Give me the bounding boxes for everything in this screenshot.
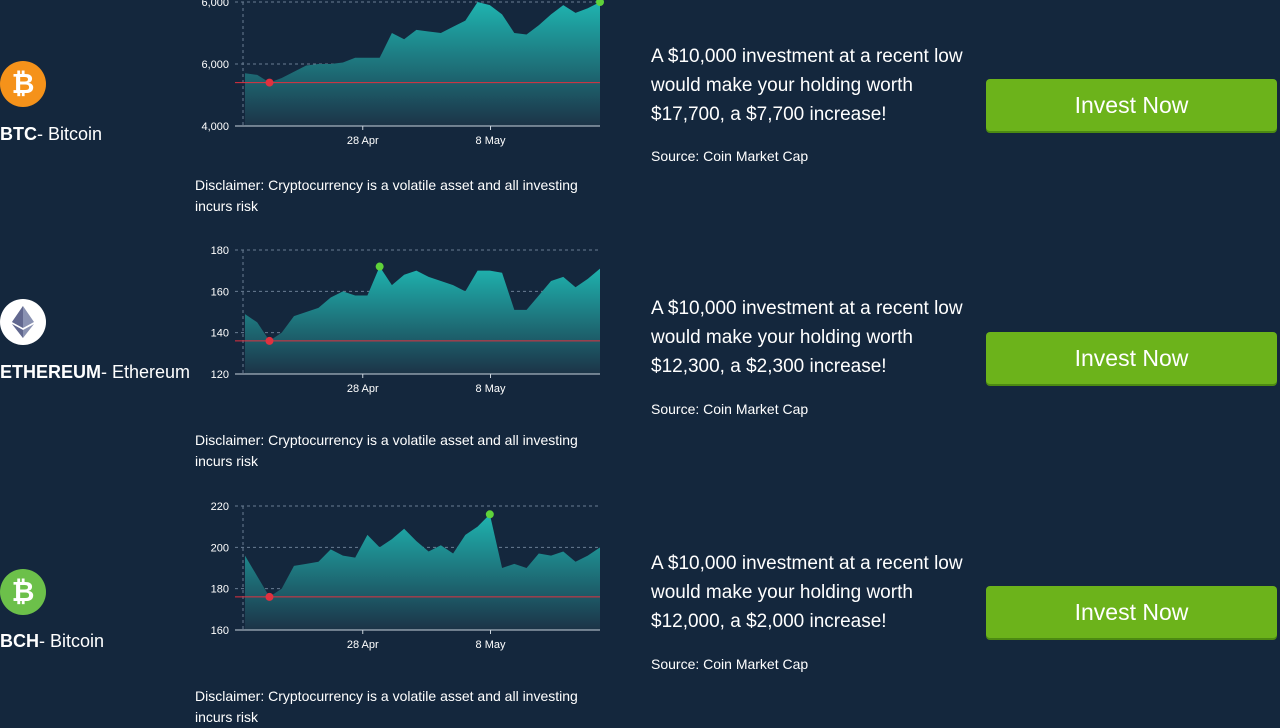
source-link[interactable]: Source: Coin Market Cap — [651, 401, 809, 417]
price-area — [245, 266, 600, 374]
y-tick-label: 220 — [211, 501, 229, 513]
investment-summary: A $10,000 investment at a recent low wou… — [651, 46, 963, 125]
recent-high-marker — [375, 262, 384, 271]
investment-summary: A $10,000 investment at a recent low wou… — [651, 298, 963, 377]
y-tick-label: 160 — [211, 286, 229, 298]
y-tick-label: 140 — [211, 328, 229, 340]
invest-now-button[interactable]: Invest Now — [986, 586, 1277, 638]
price-area — [245, 514, 600, 630]
disclaimer-text: Disclaimer: Cryptocurrency is a volatile… — [195, 688, 578, 725]
y-tick-label: 160 — [211, 625, 229, 637]
ethereum-diamond-icon — [12, 306, 34, 338]
ethereum-icon — [0, 299, 46, 345]
x-tick-label: 8 May — [476, 383, 506, 395]
y-tick-label: 200 — [211, 542, 229, 554]
x-tick-label: 8 May — [476, 639, 506, 651]
x-tick-label: 8 May — [476, 135, 506, 147]
recent-low-marker — [265, 78, 274, 87]
coin-name: ETHEREUM- Ethereum — [0, 362, 191, 382]
coin-name: BTC- Bitcoin — [0, 124, 103, 144]
coin-name: BCH- Bitcoin — [0, 631, 105, 651]
price-chart-btc: 4,000 6,000 6,000 28 Apr 8 May — [190, 0, 610, 147]
recent-high-marker — [485, 510, 494, 519]
x-tick-label: 28 Apr — [347, 639, 379, 651]
y-tick-label: 180 — [211, 245, 229, 257]
invest-now-button[interactable]: Invest Now — [986, 332, 1277, 384]
bitcoin-cash-icon: ₿ — [0, 569, 46, 615]
invest-now-button[interactable]: Invest Now — [986, 79, 1277, 131]
price-chart-eth: 120 140 160 180 28 Apr 8 May — [190, 238, 610, 395]
x-tick-label: 28 Apr — [347, 135, 379, 147]
y-tick-label: 180 — [211, 584, 229, 596]
y-tick-label: 4,000 — [201, 121, 229, 133]
recent-low-marker — [265, 592, 274, 601]
recent-low-marker — [265, 336, 274, 345]
bitcoin-icon: ₿ — [0, 61, 46, 107]
source-link[interactable]: Source: Coin Market Cap — [651, 656, 809, 672]
disclaimer-text: Disclaimer: Cryptocurrency is a volatile… — [195, 432, 578, 469]
price-area — [245, 2, 600, 126]
y-tick-label: 120 — [211, 369, 229, 381]
recent-high-marker — [596, 0, 604, 6]
investment-summary: A $10,000 investment at a recent low wou… — [651, 553, 963, 632]
y-tick-label: 6,000 — [201, 59, 229, 71]
price-chart-bch: 160 180 200 220 28 Apr 8 May — [190, 494, 610, 651]
x-tick-label: 28 Apr — [347, 383, 379, 395]
source-link[interactable]: Source: Coin Market Cap — [651, 148, 809, 164]
disclaimer-text: Disclaimer: Cryptocurrency is a volatile… — [195, 177, 578, 214]
y-tick-label: 6,000 — [201, 0, 229, 9]
